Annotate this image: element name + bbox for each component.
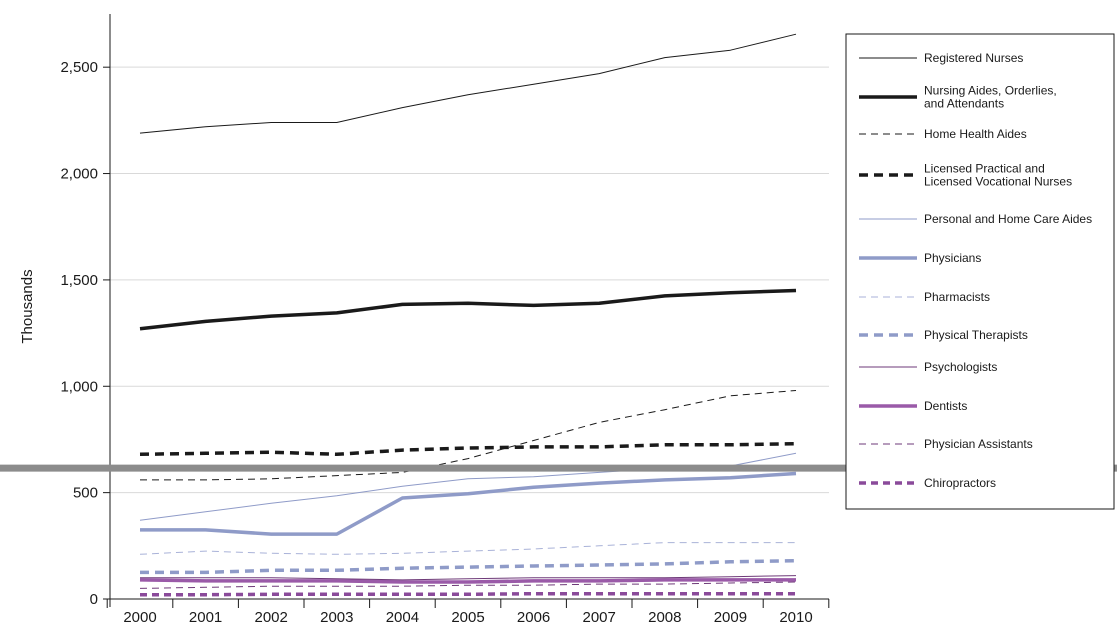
x-tick-label: 2001 [189,609,222,626]
axes: 0 500 1,000 1,500 2,000 2,500 2000 2001 2002 2003… [19,14,830,626]
series-line-registered-nurses [139,33,797,134]
series-line-physicians [140,471,797,536]
y-tick-label: 1,500 [60,272,98,289]
x-tick-label: 2009 [714,609,747,626]
series-lines [139,33,797,597]
grid [110,66,829,494]
series-line-physician-assistants [139,581,797,589]
legend-label: Licensed Practical and Licensed Vocationa… [924,162,1072,189]
x-tick-label: 2003 [320,609,353,626]
x-tick-label: 2007 [583,609,616,626]
x-tick-label: 2004 [386,609,419,626]
x-tick-label: 2000 [123,609,156,626]
y-axis-title: Thousands [19,269,36,343]
x-tick-label: 2010 [779,609,812,626]
series-line-nursing-aides-orderlies [139,288,797,331]
series-line-chiropractors [140,591,796,597]
series-line-psychologists [140,575,797,581]
series-line-personal-and-home-care-aides [139,452,797,521]
legend: Registered Nurses Nursing Aides, Orderlie… [845,33,1115,510]
x-tick-label: 2002 [255,609,288,626]
legend-label: Physicians [924,251,981,265]
series-line-dentists [139,578,796,584]
legend-label: Physician Assistants [924,437,1033,451]
legend-label: Personal and Home Care Aides [924,212,1092,226]
x-tick-label: 2006 [517,609,550,626]
legend-label: Pharmacists [924,290,990,304]
legend-label: Physical Therapists [924,328,1028,342]
legend-box [845,33,1115,510]
legend-label: Psychologists [924,360,997,374]
series-line-home-health-aides [140,390,797,481]
y-tick-label: 2,000 [60,166,98,183]
series-line-licensed-practical-and [139,441,797,457]
y-tick-label: 1,000 [60,378,98,395]
y-tick-label: 500 [73,485,98,502]
legend-label: Registered Nurses [924,51,1023,65]
legend-label: Dentists [924,399,967,413]
legend-label: Home Health Aides [924,127,1027,141]
series-line-pharmacists [139,542,796,555]
y-tick-label: 2,500 [60,59,98,76]
series-line-physical-therapists [140,558,797,575]
legend-label: Chiropractors [924,476,996,490]
x-tick-label: 2005 [451,609,484,626]
legend-label: Nursing Aides, Orderlies, and Attendants [924,84,1057,111]
y-tick-label: 0 [90,591,98,608]
x-tick-label: 2008 [648,609,681,626]
